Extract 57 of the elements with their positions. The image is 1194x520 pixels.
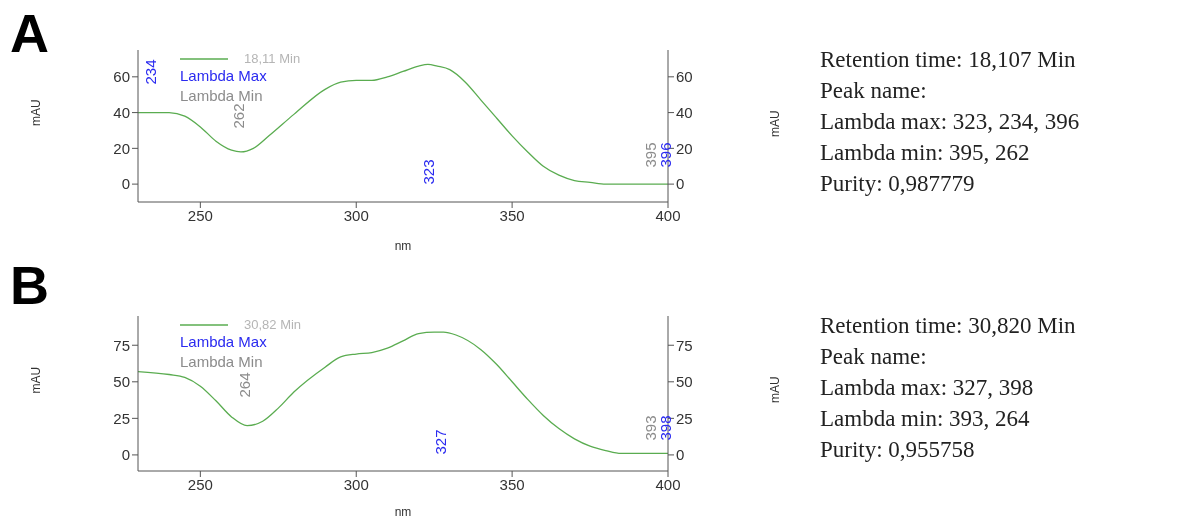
y2-tick-label: 25: [676, 409, 693, 427]
y2-axis-title: mAU: [768, 108, 782, 137]
y-tick-label: 40: [113, 103, 130, 121]
text: Purity: 0,987779: [820, 170, 976, 198]
y-tick-label: 75: [113, 336, 130, 354]
chart-title: B: [10, 254, 49, 316]
text: Lambda max: 323, 234, 396: [820, 108, 1080, 136]
y2-tick-label: 0: [676, 175, 685, 193]
y2-tick-label: 0: [676, 446, 685, 464]
y2-tick-label: 20: [676, 139, 693, 157]
x-axis-title: nm: [394, 239, 412, 253]
x-tick-label: 250: [187, 206, 213, 224]
annotation: 396: [656, 142, 674, 168]
annotation: Lambda Max: [180, 332, 267, 352]
chart-title: A: [10, 2, 49, 64]
y-tick-label: 0: [121, 175, 130, 193]
annotation: Lambda Min: [180, 86, 263, 104]
x-tick-label: 350: [499, 206, 525, 224]
x-tick-label: 300: [343, 206, 369, 224]
text: Retention time: 18,107 Min: [820, 46, 1077, 74]
x-tick-label: 250: [187, 475, 213, 493]
x-tick-label: 400: [655, 206, 681, 224]
x-tick-label: 350: [499, 475, 525, 493]
y-tick-label: 20: [113, 139, 130, 157]
text: Peak name:: [820, 77, 928, 105]
annotation: 398: [656, 415, 674, 441]
y-axis-title: mAU: [29, 366, 44, 394]
y2-tick-label: 40: [676, 103, 693, 121]
x-tick-label: 400: [655, 475, 681, 493]
x-tick-label: 300: [343, 475, 369, 493]
annotation: 264: [235, 372, 253, 398]
text: Retention time: 30,820 Min: [820, 312, 1076, 340]
text: Lambda max: 327, 398: [820, 374, 1035, 402]
y2-axis-title: mAU: [768, 374, 782, 403]
annotation: 234: [141, 59, 159, 85]
annotation: Lambda Max: [180, 66, 267, 86]
annotation: 395: [641, 142, 659, 168]
y-tick-label: 25: [113, 409, 130, 427]
text: Purity: 0,955758: [820, 436, 976, 464]
y-axis-title: mAU: [29, 99, 44, 126]
y2-tick-label: 50: [676, 373, 693, 391]
y-tick-label: 50: [113, 373, 130, 391]
annotation: 393: [641, 415, 659, 441]
legend-label: 18,11 Min: [244, 51, 301, 66]
x-axis-title: nm: [394, 505, 412, 519]
text: Lambda min: 393, 264: [820, 405, 1031, 433]
y2-tick-label: 60: [676, 68, 693, 86]
y-tick-label: 60: [113, 68, 130, 86]
legend-label: 30,82 Min: [244, 317, 302, 332]
annotation: 323: [419, 159, 437, 185]
y-tick-label: 0: [121, 446, 130, 464]
y2-tick-label: 75: [676, 336, 693, 354]
text: Peak name:: [820, 343, 928, 371]
annotation: Lambda Min: [180, 352, 263, 372]
annotation: 327: [431, 429, 449, 455]
text: Lambda min: 395, 262: [820, 139, 1031, 167]
annotation: 262: [229, 103, 247, 129]
